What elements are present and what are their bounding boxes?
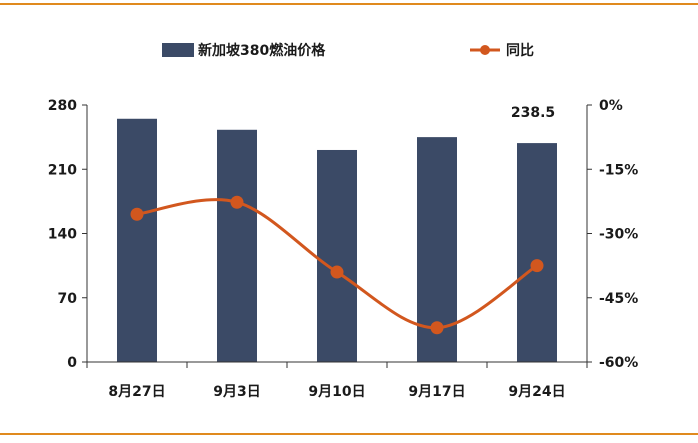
right-tick-label: 0% — [599, 98, 623, 114]
left-tick-label: 70 — [58, 291, 78, 307]
line-point — [230, 195, 244, 209]
legend-line-marker — [480, 45, 490, 55]
x-tick-label: 9月17日 — [408, 384, 465, 400]
line-point — [130, 207, 144, 221]
left-tick-label: 280 — [48, 98, 77, 114]
bar — [117, 118, 157, 363]
x-tick-label: 9月3日 — [213, 384, 260, 400]
legend-bar-swatch — [162, 43, 194, 57]
x-tick-label: 8月27日 — [108, 384, 165, 400]
legend-line-label: 同比 — [506, 42, 534, 59]
right-tick-label: -60% — [599, 355, 638, 371]
line-point — [330, 265, 344, 279]
x-tick-label: 9月24日 — [508, 384, 565, 400]
plot-area: 0 70 140 210 280 -60% -45% -30% -15% 0% 8月27日 9月3日 9… — [48, 98, 639, 400]
bar-data-label: 238.5 — [511, 105, 555, 121]
bar — [317, 149, 357, 362]
line-point — [530, 259, 544, 273]
bar — [217, 129, 257, 362]
legend: 新加坡380燃油价格 同比 — [162, 42, 534, 59]
x-tick-label: 9月10日 — [308, 384, 365, 400]
left-tick-label: 140 — [48, 227, 77, 243]
right-tick-label: -15% — [599, 162, 638, 178]
bar — [517, 143, 557, 362]
right-tick-label: -45% — [599, 291, 638, 307]
left-tick-label: 210 — [48, 162, 77, 178]
legend-bar-label: 新加坡380燃油价格 — [198, 42, 326, 59]
left-tick-label: 0 — [67, 355, 77, 371]
right-tick-label: -30% — [599, 227, 638, 243]
line-point — [430, 321, 444, 335]
